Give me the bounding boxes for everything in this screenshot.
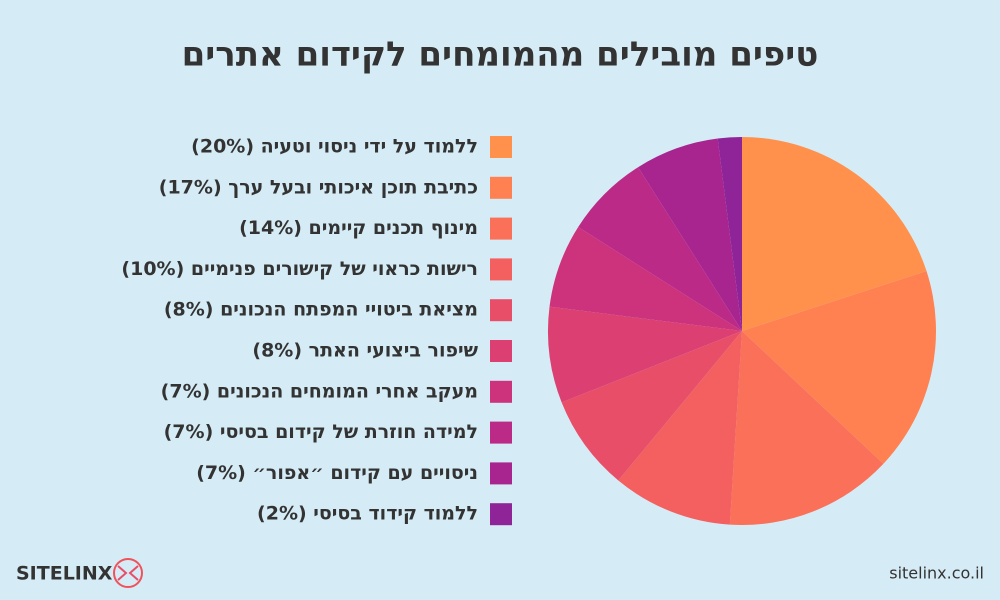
legend-label: רישות כראוי של קישורים פנימיים (10%) bbox=[121, 258, 478, 280]
pie-slice bbox=[717, 137, 742, 331]
pie-slice bbox=[549, 227, 742, 331]
chart-title: טיפים מובילים מהמומחים לקידום אתרים bbox=[182, 35, 819, 75]
legend-label: שיפור ביצועי האתר (8%) bbox=[252, 340, 478, 362]
pie-slice bbox=[742, 137, 927, 331]
logo-text: SITELINX bbox=[16, 563, 113, 585]
pie-slice bbox=[561, 331, 742, 481]
legend-swatch bbox=[490, 299, 512, 322]
legend-swatch bbox=[490, 503, 512, 526]
website: sitelinx.co.il bbox=[889, 564, 984, 583]
legend-swatch bbox=[490, 421, 512, 444]
legend-swatch bbox=[490, 176, 512, 199]
legend-swatch bbox=[490, 462, 512, 485]
legend-swatch bbox=[490, 217, 512, 240]
pie-slice bbox=[729, 331, 884, 525]
legend-label: מעקב אחרי המומחים הנכונים (7%) bbox=[161, 380, 478, 402]
legend-label: למידה חוזרת של קידום בסיסי (7%) bbox=[164, 421, 478, 443]
legend-label: כתיבת תוכן איכותי ובעל ערך (17%) bbox=[159, 176, 478, 198]
legend-label: ללמוד קידוד בסיסי (2%) bbox=[257, 503, 478, 525]
legend-label: ניסויים עם קידום ״אפור״ (7%) bbox=[196, 462, 478, 484]
pie-slice bbox=[638, 138, 742, 331]
pie-slice bbox=[578, 167, 742, 331]
legend-swatch bbox=[490, 380, 512, 403]
legend-swatch bbox=[490, 136, 512, 158]
logo-icon bbox=[113, 558, 143, 588]
pie-slice bbox=[742, 271, 936, 464]
legend-swatch bbox=[490, 340, 512, 362]
pie-slice bbox=[548, 306, 742, 403]
legend-label: ללמוד על ידי ניסוי וטעיה (20%) bbox=[191, 136, 478, 158]
legend-label: מציאת ביטויי המפתח הנכונים (8%) bbox=[164, 299, 478, 321]
pie-slice bbox=[618, 331, 742, 525]
legend-swatch bbox=[490, 258, 512, 281]
legend-label: מינוף תכנים קיימים (14%) bbox=[239, 217, 478, 239]
